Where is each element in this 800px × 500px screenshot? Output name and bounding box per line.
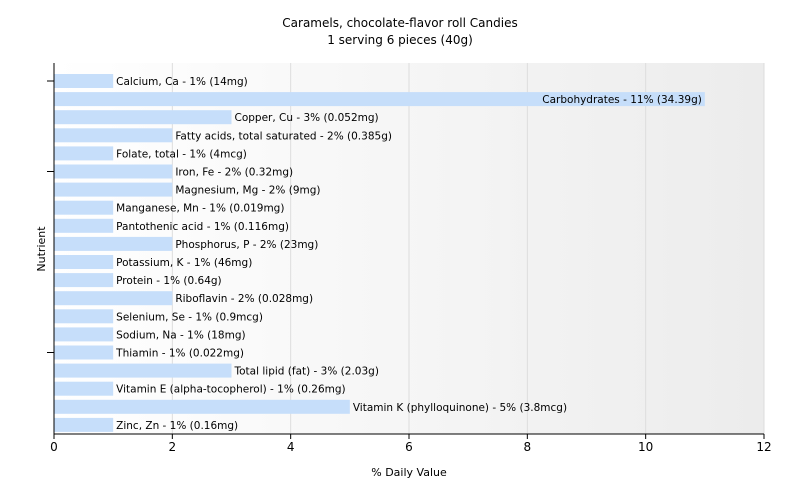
x-tick-label: 6 <box>405 440 413 454</box>
bar-label: Potassium, K - 1% (46mg) <box>116 257 252 269</box>
bar <box>54 273 114 288</box>
bars <box>54 74 705 432</box>
bar <box>54 327 114 342</box>
bar-label: Riboflavin - 2% (0.028mg) <box>175 293 313 305</box>
bar <box>54 381 114 396</box>
bar-label: Zinc, Zn - 1% (0.16mg) <box>116 420 238 432</box>
bar <box>54 200 114 215</box>
bar <box>54 110 232 125</box>
bar <box>54 363 232 378</box>
bar <box>54 309 114 324</box>
bar-label: Carbohydrates - 11% (34.39g) <box>542 94 702 106</box>
x-tick-label: 12 <box>756 440 771 454</box>
bar-label: Iron, Fe - 2% (0.32mg) <box>175 167 293 179</box>
x-tick-label: 0 <box>50 440 58 454</box>
bar <box>54 146 114 161</box>
bar-label: Selenium, Se - 1% (0.9mcg) <box>116 311 263 323</box>
x-tick-label: 10 <box>638 440 653 454</box>
bar <box>54 74 114 88</box>
bar <box>54 128 173 143</box>
bar <box>54 399 350 414</box>
bar <box>54 291 173 306</box>
bar-label: Folate, total - 1% (4mcg) <box>116 148 247 160</box>
bar-label: Magnesium, Mg - 2% (9mg) <box>175 185 320 197</box>
bar-label: Thiamin - 1% (0.022mg) <box>115 348 244 360</box>
bar <box>54 236 173 251</box>
bar-label: Vitamin K (phylloquinone) - 5% (3.8mcg) <box>353 402 567 414</box>
bar-label: Phosphorus, P - 2% (23mg) <box>175 239 318 251</box>
bar-label: Calcium, Ca - 1% (14mg) <box>116 76 248 88</box>
bar <box>54 218 114 233</box>
x-tick-label: 2 <box>169 440 177 454</box>
bar <box>54 255 114 269</box>
bar <box>54 182 173 197</box>
bar-label: Fatty acids, total saturated - 2% (0.385… <box>175 130 392 142</box>
bar-labels: Calcium, Ca - 1% (14mg) Carbohydrates - 1… <box>115 76 702 432</box>
bar <box>54 92 705 107</box>
bar <box>54 164 173 179</box>
x-tick-label: 8 <box>524 440 532 454</box>
x-tick-label: 4 <box>287 440 295 454</box>
bar <box>54 417 114 432</box>
x-axis-title: % Daily Value <box>371 466 447 479</box>
chart-title: Caramels, chocolate-flavor roll Candies <box>282 16 517 30</box>
y-axis-title: Nutrient <box>35 226 48 272</box>
axes <box>47 63 765 439</box>
bar-label: Sodium, Na - 1% (18mg) <box>116 329 245 341</box>
x-tick-labels: 0 2 4 6 8 10 12 <box>50 440 771 454</box>
grid-lines <box>171 63 765 434</box>
bar-label: Protein - 1% (0.64g) <box>116 275 222 287</box>
bar <box>54 345 114 360</box>
bar-label: Vitamin E (alpha-tocopherol) - 1% (0.26m… <box>116 384 346 396</box>
chart-subtitle: 1 serving 6 pieces (40g) <box>327 33 473 47</box>
bar-label: Copper, Cu - 3% (0.052mg) <box>235 112 379 124</box>
bar-label: Pantothenic acid - 1% (0.116mg) <box>116 221 289 233</box>
bar-label: Total lipid (fat) - 3% (2.03g) <box>234 366 379 378</box>
bar-label: Manganese, Mn - 1% (0.019mg) <box>116 203 284 215</box>
